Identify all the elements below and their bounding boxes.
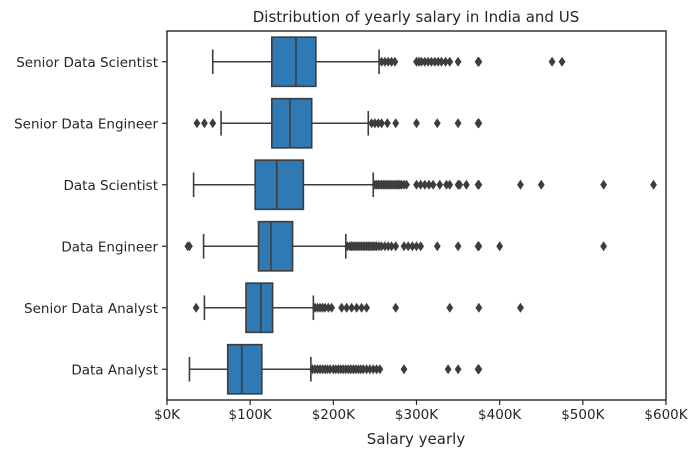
y-tick-label: Senior Data Analyst <box>24 301 158 317</box>
outlier-point <box>363 302 370 313</box>
outlier-point <box>650 179 657 190</box>
outlier-point <box>417 241 425 252</box>
outlier-point <box>454 56 462 67</box>
box-group <box>192 159 657 211</box>
plot-area: $0K $100K $200K $300K $400K $500K $600K Senior … <box>14 30 689 423</box>
outlier-point <box>517 302 524 313</box>
outlier-point <box>433 241 441 252</box>
outlier-point <box>446 302 454 313</box>
outlier-point <box>438 56 445 67</box>
outlier-point <box>376 364 384 375</box>
outlier-point <box>193 118 201 129</box>
box-iqr <box>270 36 317 88</box>
outlier-point <box>400 364 408 375</box>
x-tick-label: $400K <box>478 407 522 423</box>
outlier-point <box>442 56 450 67</box>
outlier-point <box>388 241 395 252</box>
y-tick-label: Senior Data Scientist <box>16 55 158 71</box>
outlier-point <box>201 118 208 129</box>
outlier-point <box>600 241 608 252</box>
outlier-point <box>600 179 608 190</box>
outlier-point <box>392 302 400 313</box>
x-tick-label: $0K <box>154 407 181 423</box>
box-iqr <box>257 220 294 272</box>
outlier-point <box>403 179 410 190</box>
box-iqr <box>270 97 313 149</box>
outlier-point <box>417 179 425 190</box>
outlier-point <box>444 364 452 375</box>
outlier-point <box>378 118 385 129</box>
outlier-point <box>475 118 483 129</box>
box-iqr <box>245 282 274 334</box>
outlier-point <box>433 118 441 129</box>
outlier-point <box>517 179 524 190</box>
outlier-point <box>413 118 420 129</box>
x-axis-label: Salary yearly <box>367 430 466 448</box>
outlier-point <box>475 241 483 252</box>
outlier-point <box>408 241 416 252</box>
outlier-point <box>475 56 483 67</box>
box-group <box>193 97 483 149</box>
x-tick-label: $200K <box>312 407 356 423</box>
outlier-point <box>392 118 400 129</box>
outlier-point <box>413 179 420 190</box>
chart-title: Distribution of yearly salary in India a… <box>253 8 579 26</box>
outlier-point <box>383 118 391 129</box>
x-tick-label: $600K <box>644 407 688 423</box>
outlier-point <box>446 56 454 67</box>
box-group <box>188 343 483 395</box>
outlier-point <box>338 302 346 313</box>
outlier-point <box>475 179 483 190</box>
outlier-point <box>413 241 420 252</box>
outlier-point <box>454 118 462 129</box>
outlier-point <box>454 364 462 375</box>
outlier-point <box>436 179 444 190</box>
outlier-point <box>548 56 556 67</box>
box-group <box>184 220 608 272</box>
x-tick-label: $100K <box>229 407 273 423</box>
outlier-point <box>456 179 464 190</box>
y-tick-label: Data Engineer <box>61 239 158 255</box>
outlier-point <box>558 56 566 67</box>
y-tick-label: Senior Data Engineer <box>14 116 158 132</box>
outlier-point <box>192 302 200 313</box>
outlier-point <box>328 302 336 313</box>
box-iqr <box>226 343 263 395</box>
outlier-point <box>348 302 356 313</box>
outlier-point <box>475 364 483 375</box>
outlier-point <box>475 302 483 313</box>
outlier-point <box>425 179 433 190</box>
outlier-point <box>400 241 408 252</box>
y-tick-label: Data Scientist <box>64 178 159 194</box>
box-group <box>192 282 524 334</box>
box-iqr <box>254 159 305 211</box>
outlier-point <box>421 179 429 190</box>
outlier-point <box>209 118 217 129</box>
outlier-point <box>353 302 361 313</box>
outlier-point <box>343 302 351 313</box>
x-tick-label: $500K <box>561 407 605 423</box>
outlier-point <box>392 241 400 252</box>
box-group <box>211 36 566 88</box>
x-tick-label: $300K <box>395 407 439 423</box>
outlier-point <box>496 241 504 252</box>
outlier-point <box>463 179 470 190</box>
outlier-point <box>358 302 366 313</box>
outlier-point <box>391 56 399 67</box>
outlier-point <box>454 241 462 252</box>
outlier-point <box>186 241 193 252</box>
outlier-point <box>429 179 437 190</box>
outlier-point <box>446 179 454 190</box>
outlier-point <box>404 241 412 252</box>
outlier-point <box>537 179 545 190</box>
y-tick-label: Data Analyst <box>71 362 158 378</box>
